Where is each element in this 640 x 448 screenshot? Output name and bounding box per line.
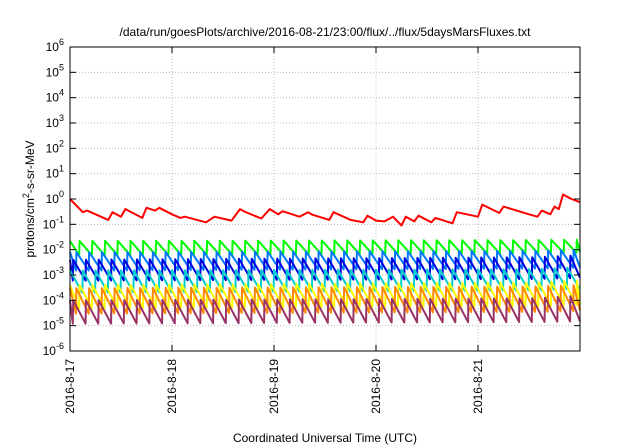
chart-title: /data/run/goesPlots/archive/2016-08-21/2…	[120, 25, 532, 39]
y-tick-label: 104	[46, 88, 64, 105]
y-tick-label: 10-3	[43, 265, 64, 282]
y-tick-label: 10-1	[43, 214, 64, 231]
y-tick-label: 106	[46, 37, 64, 54]
y-tick-label: 103	[46, 113, 64, 130]
x-tick-label: 2016-8-17	[63, 359, 77, 414]
series-line-1	[69, 193, 581, 227]
series-line-8	[69, 295, 581, 325]
y-axis-label: protons/cm2-s-sr-MeV	[21, 140, 37, 257]
x-tick-label: 2016-8-20	[369, 359, 383, 414]
grid-lines	[69, 47, 580, 351]
y-tick-label: 101	[46, 164, 64, 181]
series-line-4	[69, 254, 581, 282]
y-tick-label: 10-4	[43, 290, 64, 307]
x-tick-label: 2016-8-18	[165, 359, 179, 414]
x-tick-label: 2016-8-21	[471, 359, 485, 414]
y-tick-label: 10-2	[43, 240, 64, 257]
y-tick-label: 10-5	[43, 316, 64, 333]
y-axis-ticks: 10-6 10-5 10-4 10-3 10-2 10-1 100 101 102 103 104 1…	[43, 37, 580, 358]
data-series	[69, 193, 581, 325]
x-axis-ticks: 2016-8-17 2016-8-18 2016-8-19 2016-8-20 2016…	[63, 47, 485, 414]
y-tick-label: 100	[46, 189, 64, 206]
y-tick-label: 10-6	[43, 341, 64, 358]
y-tick-label: 105	[46, 62, 64, 79]
x-axis-label: Coordinated Universal Time (UTC)	[233, 431, 417, 445]
series-line-7	[69, 284, 581, 315]
x-tick-label: 2016-8-19	[267, 359, 281, 414]
y-tick-label: 102	[46, 138, 64, 155]
series-line-3	[69, 248, 581, 272]
series-line-2	[69, 238, 581, 257]
